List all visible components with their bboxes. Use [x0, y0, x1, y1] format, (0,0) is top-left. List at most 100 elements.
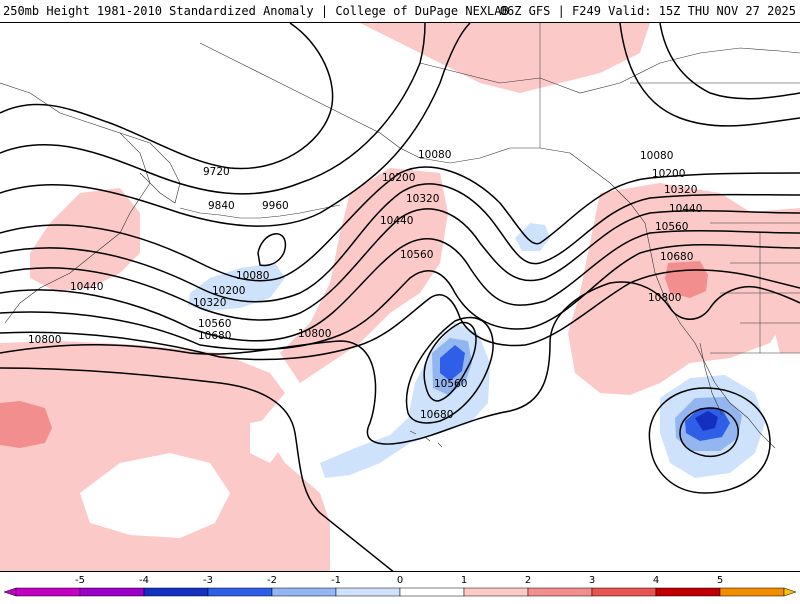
contour-label: 10680 — [198, 330, 231, 342]
siberia-coastline — [199, 42, 421, 159]
height-contours — [0, 23, 800, 571]
contour-northeast-ridge-2 — [659, 23, 800, 100]
colorbar-segment — [655, 587, 721, 597]
contour-label: 10680 — [420, 409, 453, 421]
contour-10560 — [0, 244, 800, 351]
baja-coastline — [699, 342, 723, 416]
contour-label: 10800 — [28, 334, 61, 346]
positive-anomaly-region — [280, 168, 448, 383]
colorbar-arrow-left — [3, 587, 17, 597]
state-borders — [539, 23, 800, 354]
contour-label: 10560 — [434, 378, 467, 390]
aleutian-islands — [179, 204, 341, 219]
strong-negative-anomaly — [440, 345, 465, 381]
contour-label: 10680 — [660, 251, 693, 263]
map-title: 250mb Height 1981-2010 Standardized Anom… — [3, 4, 509, 18]
contour-label: 9840 — [208, 200, 235, 212]
colorbar-segment — [79, 587, 145, 597]
contour-label: 10320 — [664, 184, 697, 196]
contour-label: 10080 — [418, 149, 451, 161]
contour-10680 — [0, 269, 800, 361]
contour-label: 10320 — [406, 193, 439, 205]
colorbar-segment — [207, 587, 273, 597]
contour-label: 10560 — [400, 249, 433, 261]
map-canvas: 9720 9840 9960 10080 10200 10320 10440 1… — [0, 23, 800, 571]
contour-10560-closed — [423, 321, 477, 402]
colorbar-tick-label: 5 — [717, 575, 723, 586]
contour-label: 10800 — [298, 328, 331, 340]
contour-10080-west — [0, 166, 800, 282]
asia-coastline — [0, 82, 151, 324]
colorbar-tick-label: 3 — [589, 575, 595, 586]
contour-9960 — [0, 23, 471, 227]
colorbar-tick-label: -5 — [75, 575, 85, 586]
contour-label: 10320 — [193, 297, 226, 309]
colorbar-segment — [143, 587, 209, 597]
political-borders — [539, 23, 800, 354]
coastlines — [0, 42, 800, 449]
negative-anomaly-region — [515, 223, 550, 251]
colorbar-segment — [271, 587, 337, 597]
negative-anomaly-region — [188, 263, 285, 311]
contour-label: 9960 — [262, 200, 289, 212]
contour-label: 10440 — [669, 203, 702, 215]
positive-anomaly-region — [30, 188, 140, 291]
contour-10680-closed — [405, 316, 494, 424]
contour-10200 — [0, 183, 800, 303]
contour-label: 10200 — [212, 285, 245, 297]
colorbar-tick-label: 0 — [397, 575, 403, 586]
colorbar-segment — [591, 587, 657, 597]
colorbar-segment — [463, 587, 529, 597]
colorbar-segment — [527, 587, 593, 597]
colorbar-arrow-right — [783, 587, 797, 597]
alaska-coastline — [419, 147, 776, 449]
neutral-region — [80, 453, 230, 538]
kamchatka-coastline — [119, 132, 181, 204]
contour-label: 10440 — [70, 281, 103, 293]
contour-10800 — [0, 281, 800, 445]
colorbar-ticks: -5 -4 -3 -2 -1 0 1 2 3 4 5 — [75, 575, 723, 586]
hawaii-islands — [409, 430, 443, 448]
contour-northeast-ridge — [619, 23, 800, 127]
colorbar-tick-label: -2 — [267, 575, 277, 586]
positive-anomaly-region — [360, 23, 650, 93]
colorbar-canvas: -5 -4 -3 -2 -1 0 1 2 3 4 5 — [3, 575, 797, 597]
contour-label: 10080 — [236, 270, 269, 282]
colorbar-tick-label: 2 — [525, 575, 531, 586]
colorbar-segment — [335, 587, 401, 597]
contour-10440 — [0, 230, 800, 342]
colorbar-tick-label: 4 — [653, 575, 659, 586]
colorbar-segments — [3, 587, 797, 597]
map-header: 250mb Height 1981-2010 Standardized Anom… — [0, 0, 800, 22]
contour-cutoff-low-outer — [648, 387, 771, 494]
contour-9720 — [0, 23, 334, 170]
anomaly-shading — [0, 23, 800, 571]
contour-label: 10080 — [640, 150, 673, 162]
contour-cutoff-low-inner — [679, 407, 739, 458]
contour-label: 10800 — [648, 292, 681, 304]
contour-low-ring — [257, 233, 287, 267]
anomaly-colorbar: -5 -4 -3 -2 -1 0 1 2 3 4 5 — [0, 572, 800, 600]
anomaly-map: 9720 9840 9960 10080 10200 10320 10440 1… — [0, 22, 800, 572]
colorbar-segment — [719, 587, 785, 597]
colorbar-segment — [399, 587, 465, 597]
contour-label: 10200 — [652, 168, 685, 180]
colorbar-segment — [15, 587, 81, 597]
contour-label: 10200 — [382, 172, 415, 184]
contour-10800-south — [0, 367, 394, 571]
strong-negative-anomaly — [695, 411, 718, 431]
contour-label: 9720 — [203, 166, 230, 178]
colorbar-tick-label: 1 — [461, 575, 467, 586]
contour-9840 — [0, 23, 426, 195]
contour-label: 10560 — [198, 318, 231, 330]
strong-positive-anomaly — [0, 401, 52, 448]
colorbar-tick-label: -4 — [139, 575, 149, 586]
colorbar-tick-label: -1 — [331, 575, 341, 586]
contour-10320 — [0, 208, 800, 321]
arctic-coastline — [419, 47, 800, 94]
contour-label: 10440 — [380, 215, 413, 227]
contour-labels: 9720 9840 9960 10080 10200 10320 10440 1… — [28, 149, 702, 421]
colorbar-tick-label: -3 — [203, 575, 213, 586]
neutral-region — [250, 418, 285, 463]
